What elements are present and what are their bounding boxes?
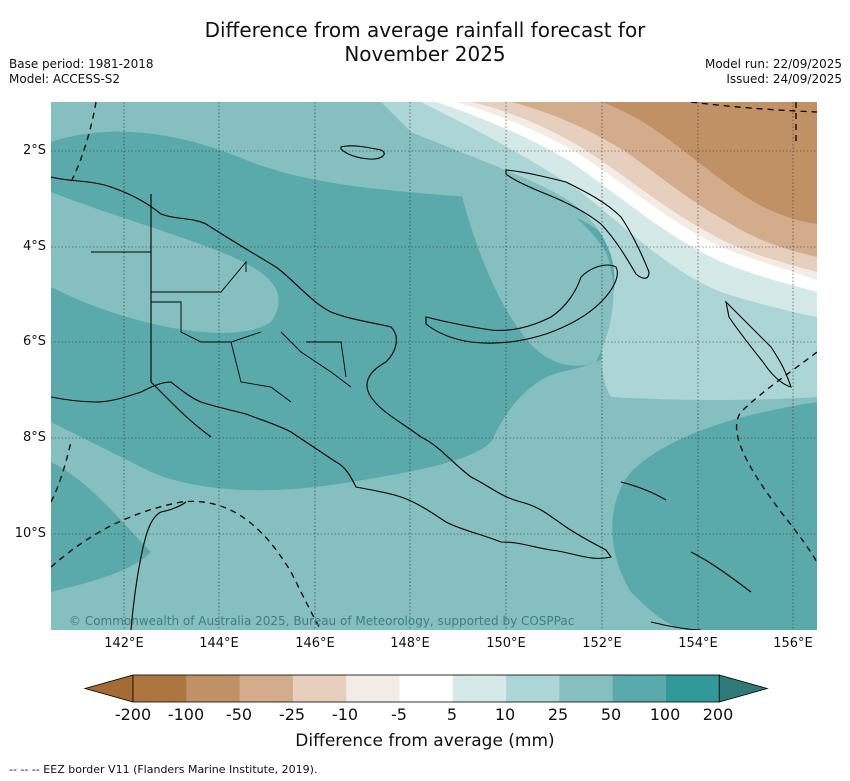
colorbar-segment [292,675,347,702]
new-ireland-coast [505,169,650,279]
lon-label: 150°E [486,636,526,651]
colorbar-segment [506,675,560,702]
colorbar-segment [452,675,507,702]
province-borders [91,251,352,403]
graticule [51,102,817,630]
coastlines [51,145,792,630]
colorbar-arrow-low [83,674,134,703]
lon-label: 156°E [773,636,813,651]
colorbar-tick: -100 [167,705,205,724]
colorbar-tick: -5 [391,705,407,724]
colorbar-segment [133,675,187,702]
eez-south-west [51,500,322,630]
meta-left: Base period: 1981-2018 Model: ACCESS-S2 [9,57,154,87]
manus-coast [340,145,385,160]
contour-25-50-west-lobe [51,192,279,333]
colorbar-tick: 25 [547,705,569,724]
colorbar-tick: -10 [331,705,359,724]
australia-cape-york-coast [130,501,187,630]
contour-50-100-south-east [612,402,817,630]
colorbar-segment [559,675,614,702]
lat-label: 8°S [22,430,46,445]
eez-north-east [690,102,817,113]
colorbar-arrow-high [718,674,769,703]
solomons-coast [620,481,752,630]
lon-label: 148°E [390,636,430,651]
colorbar-segment [186,675,241,702]
colorbar-tick: -25 [278,705,306,724]
colorbar-tick: -50 [225,705,253,724]
lat-label: 2°S [22,143,46,158]
colorbar [83,674,769,703]
colorbar-segment [346,675,400,702]
colorbar-tick: 100 [649,705,681,724]
title-line-1: Difference from average rainfall forecas… [204,18,646,42]
eez-borders [51,102,817,630]
lon-label: 144°E [199,636,239,651]
new-guinea-coast [51,176,612,559]
colorbar-segment [239,675,294,702]
map-svg [51,102,817,630]
new-britain-coast [425,264,618,344]
colorbar-tick: 50 [600,705,622,724]
bougainville-coast [725,300,792,388]
model-name: Model: ACCESS-S2 [9,72,121,86]
contour-50-100-south-west [51,462,151,592]
title-line-2: November 2025 [344,42,506,66]
meta-right: Model run: 22/09/2025 Issued: 24/09/2025 [705,57,842,87]
eez-south-boundary [51,441,72,503]
issued-date: Issued: 24/09/2025 [726,72,842,86]
colorbar-segments [83,674,769,703]
lat-label: 10°S [14,526,46,541]
model-run: Model run: 22/09/2025 [704,57,842,71]
lat-label: 6°S [22,334,46,349]
contour-neg-50-100 [601,102,817,224]
png-border [150,194,212,438]
eez-north-west [70,102,97,183]
colorbar-title: Difference from average (mm) [295,731,555,751]
lon-label: 142°E [104,636,144,651]
eez-east [736,351,817,563]
lon-label: 152°E [582,636,622,651]
colorbar-tick: 10 [494,705,516,724]
copyright-notice: © Commonwealth of Australia 2025, Bureau… [69,614,575,628]
colorbar-tick: 200 [702,705,734,724]
colorbar-segment [612,675,667,702]
colorbar-tick: 5 [446,705,458,724]
lon-label: 146°E [295,636,335,651]
colorbar-segment [666,675,720,702]
chart-title: Difference from average rainfall forecas… [0,18,850,66]
base-period: Base period: 1981-2018 [9,57,154,71]
colorbar-tick: -200 [114,705,152,724]
eez-footnote: -- -- -- EEZ border V11 (Flanders Marine… [9,763,318,776]
rainfall-map [51,102,817,630]
lat-label: 4°S [22,239,46,254]
lon-label: 154°E [678,636,718,651]
contour-25-50-png-east [461,162,614,366]
colorbar-segment [399,675,454,702]
